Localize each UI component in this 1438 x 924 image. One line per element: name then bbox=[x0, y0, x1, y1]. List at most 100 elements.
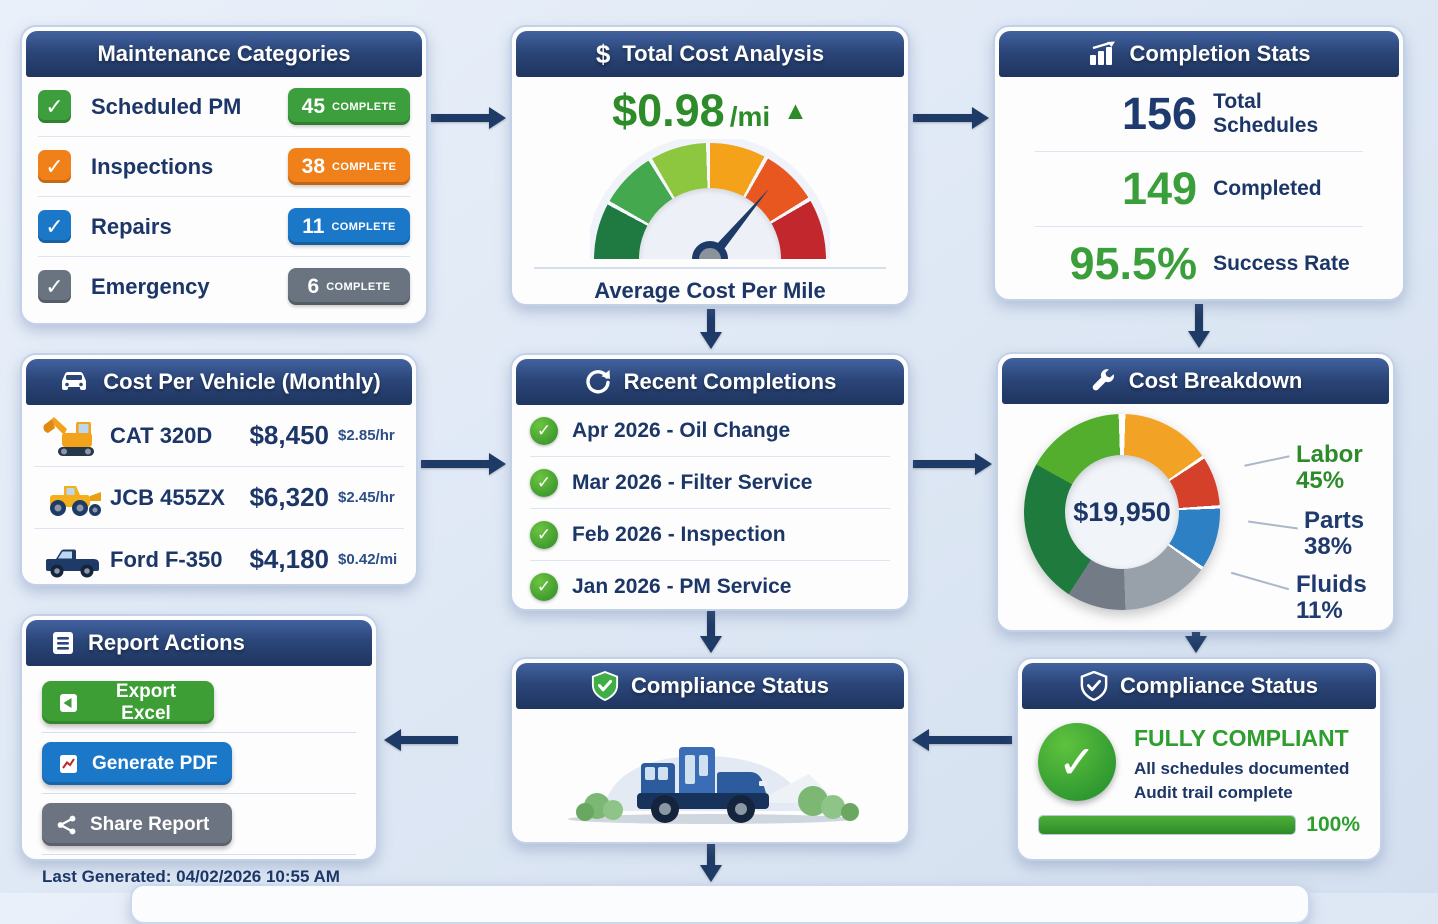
vehicle-row: CAT 320D $8,450 $2.85/hr bbox=[34, 405, 404, 467]
export-excel-button[interactable]: Export Excel bbox=[42, 681, 214, 724]
vehicle-name: JCB 455ZX bbox=[110, 484, 225, 510]
legend-leader-line bbox=[1230, 571, 1290, 591]
complete-badge: 11 COMPLETE bbox=[288, 208, 410, 245]
panel-title: Cost Breakdown bbox=[1128, 368, 1303, 393]
divider bbox=[42, 732, 356, 733]
completion-text: Apr 2026 - Oil Change bbox=[572, 418, 791, 442]
checkbox-icon[interactable]: ✓ bbox=[38, 90, 71, 123]
compliance-progress-fill bbox=[1039, 816, 1296, 834]
compliance-status-text: FULLY COMPLIANT bbox=[1134, 725, 1349, 751]
compliance-status-panel: Compliance Status ✓ FULLY COMPLIANT All … bbox=[1016, 657, 1382, 861]
donut-center-value: $19,950 bbox=[1073, 496, 1171, 527]
vehicle-name: Ford F-350 bbox=[110, 546, 223, 572]
stat-value: 95.5% bbox=[1069, 238, 1198, 289]
checkbox-icon[interactable]: ✓ bbox=[38, 210, 71, 243]
shield-check-icon bbox=[591, 671, 619, 701]
legend-pct: 11% bbox=[1296, 596, 1343, 624]
vehicle-row: JCB 455ZX $6,320 $2.45/hr bbox=[34, 467, 404, 529]
pickup-truck-icon bbox=[34, 540, 110, 580]
maintenance-row: ✓ Inspections 38 COMPLETE bbox=[38, 137, 410, 197]
button-label: Export Excel bbox=[115, 680, 177, 724]
total-cost-analysis-panel: $ Total Cost Analysis $0.98 /mi ▲ Averag… bbox=[510, 25, 910, 306]
check-circle-icon: ✓ bbox=[530, 572, 558, 601]
panel-title: Compliance Status bbox=[630, 673, 830, 698]
panel-title: Compliance Status bbox=[1119, 673, 1319, 698]
cost-per-vehicle-panel: Cost Per Vehicle (Monthly) CAT 320D $8,4… bbox=[20, 353, 418, 586]
divider bbox=[42, 793, 356, 794]
check-glyph: ✓ bbox=[536, 472, 552, 492]
panel-title: Report Actions bbox=[88, 630, 245, 655]
divider bbox=[42, 854, 356, 855]
completion-row: ✓ Jan 2026 - PM Service bbox=[530, 561, 890, 612]
vehicle-rate: $2.45/hr bbox=[338, 489, 395, 506]
compliance-progress-label: 100% bbox=[1306, 813, 1360, 836]
vehicle-row: Ford F-350 $4,180 $0.42/mi bbox=[34, 529, 404, 590]
completion-text: Jan 2026 - PM Service bbox=[572, 574, 792, 598]
report-actions-body: Export Excel Generate PDF Share Report L… bbox=[22, 666, 376, 887]
check-glyph: ✓ bbox=[536, 420, 552, 440]
cost-breakdown-panel: Cost Breakdown $19,950 Labor 45% Parts 3… bbox=[996, 352, 1395, 632]
stat-value: 149 bbox=[1121, 163, 1198, 214]
panel-title: Cost Per Vehicle (Monthly) bbox=[103, 369, 381, 394]
category-label: Emergency bbox=[91, 273, 210, 299]
share-report-button[interactable]: Share Report bbox=[42, 803, 232, 846]
wrench-icon bbox=[1089, 367, 1117, 395]
dashboard-canvas: Maintenance Categories ✓ Scheduled PM 45… bbox=[20, 25, 1405, 924]
flow-arrow-down bbox=[700, 309, 722, 349]
compliance-body: ✓ FULLY COMPLIANT All schedules document… bbox=[1018, 709, 1380, 811]
bar-chart-icon bbox=[1088, 41, 1118, 67]
donut-hole: $19,950 bbox=[1065, 455, 1179, 569]
completion-row: ✓ Apr 2026 - Oil Change bbox=[530, 405, 890, 457]
stat-row: 95.5% Success Rate bbox=[1035, 227, 1363, 301]
legend-label: Fluids bbox=[1296, 571, 1367, 598]
truck-illustration bbox=[512, 709, 908, 831]
gauge-hub bbox=[692, 241, 728, 259]
check-glyph: ✓ bbox=[45, 153, 64, 179]
complete-label: COMPLETE bbox=[331, 220, 396, 233]
vehicle-monthly-cost: $8,450 bbox=[249, 420, 329, 450]
flow-arrow-right bbox=[431, 107, 506, 129]
complete-label: COMPLETE bbox=[326, 280, 391, 293]
stat-row: 149 Completed bbox=[1035, 152, 1363, 227]
compliance-progress-track bbox=[1038, 815, 1297, 835]
complete-label: COMPLETE bbox=[332, 160, 397, 173]
last-generated-text: Last Generated: 04/02/2026 10:55 AM bbox=[42, 867, 340, 886]
cost-gauge bbox=[590, 139, 830, 259]
stat-label: Completed bbox=[1213, 177, 1322, 200]
compliance-line: Audit trail complete bbox=[1134, 783, 1293, 802]
recent-completions-panel: Recent Completions ✓ Apr 2026 - Oil Chan… bbox=[510, 353, 910, 611]
car-icon bbox=[57, 369, 91, 395]
completion-text: Feb 2026 - Inspection bbox=[572, 522, 786, 546]
recent-completions-header: Recent Completions bbox=[516, 359, 904, 405]
check-glyph: ✓ bbox=[536, 576, 552, 596]
big-check-icon: ✓ bbox=[1038, 723, 1116, 801]
complete-count: 6 bbox=[307, 274, 320, 298]
flow-arrow-down bbox=[700, 841, 722, 882]
total-cost-analysis-header: $ Total Cost Analysis bbox=[516, 31, 904, 77]
shield-outline-check-icon bbox=[1080, 671, 1108, 701]
panel-title: Total Cost Analysis bbox=[622, 41, 825, 66]
legend-label: Parts bbox=[1304, 507, 1365, 534]
compliance-preview-header: Compliance Status bbox=[516, 663, 904, 709]
panel-title: Maintenance Categories bbox=[97, 41, 351, 66]
complete-badge: 6 COMPLETE bbox=[288, 268, 410, 305]
flow-arrow-right bbox=[913, 107, 989, 129]
checkbox-icon[interactable]: ✓ bbox=[38, 270, 71, 303]
maintenance-categories-header: Maintenance Categories bbox=[26, 31, 422, 77]
pdf-chart-icon bbox=[56, 753, 80, 775]
checkbox-icon[interactable]: ✓ bbox=[38, 150, 71, 183]
generate-pdf-button[interactable]: Generate PDF bbox=[42, 742, 232, 785]
maintenance-list: ✓ Scheduled PM 45 COMPLETE ✓ Inspections… bbox=[22, 77, 426, 316]
check-glyph: ✓ bbox=[45, 93, 64, 119]
legend-label: Labor bbox=[1296, 441, 1363, 468]
cost-per-vehicle-header: Cost Per Vehicle (Monthly) bbox=[26, 359, 412, 405]
stat-row: 156 Total Schedules bbox=[1035, 77, 1363, 152]
complete-badge: 38 COMPLETE bbox=[288, 148, 410, 185]
flow-arrow-left bbox=[912, 729, 1012, 751]
compliance-line: All schedules documented bbox=[1134, 759, 1350, 778]
maintenance-categories-panel: Maintenance Categories ✓ Scheduled PM 45… bbox=[20, 25, 428, 325]
stats-list: 156 Total Schedules 149 Completed 95.5% … bbox=[995, 77, 1403, 301]
report-actions-panel: Report Actions Export Excel Generate PDF bbox=[20, 614, 378, 886]
complete-count: 45 bbox=[301, 94, 326, 118]
legend-pct: 38% bbox=[1304, 532, 1353, 560]
